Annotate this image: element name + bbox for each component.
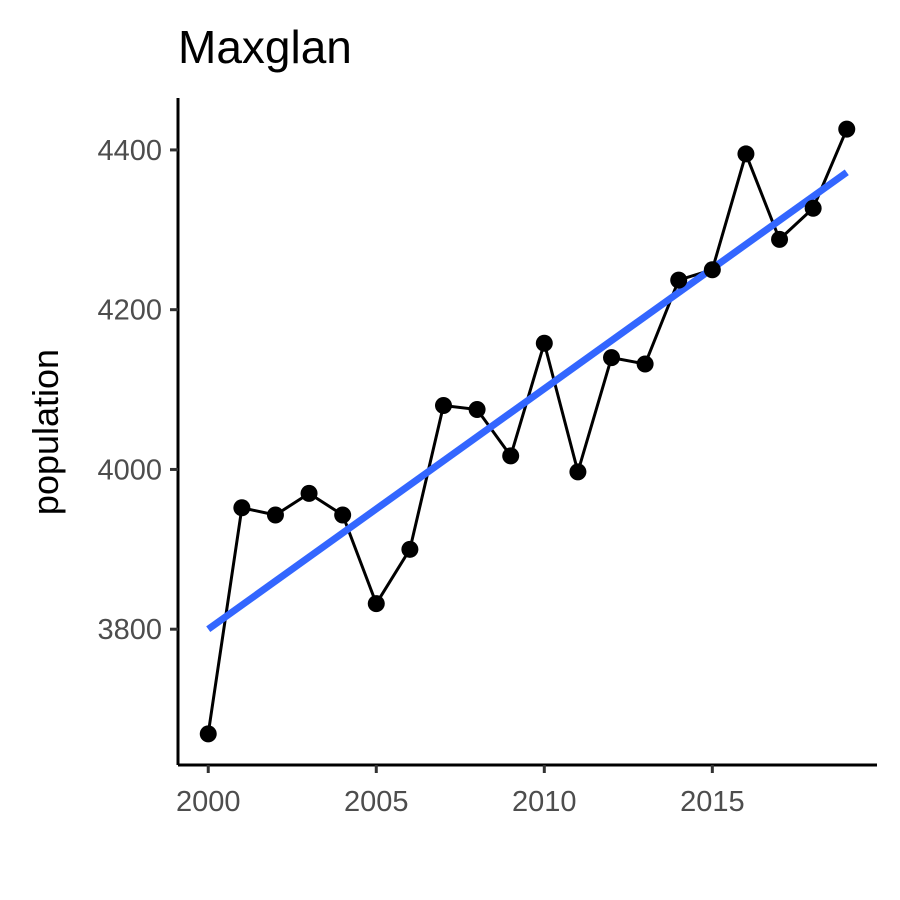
plot-area: 3800 4000 4200 4400 2000 2005 2010 2015 bbox=[97, 98, 877, 818]
population-line bbox=[206, 128, 849, 735]
data-point bbox=[804, 199, 822, 217]
data-point bbox=[434, 397, 452, 415]
x-tick-label: 2000 bbox=[176, 786, 241, 818]
data-point bbox=[569, 463, 587, 481]
data-point bbox=[636, 355, 654, 373]
x-tick-label: 2010 bbox=[512, 786, 577, 818]
y-axis-label: population bbox=[25, 349, 66, 515]
y-tick-label: 4400 bbox=[97, 135, 162, 167]
y-tick-label: 3800 bbox=[97, 614, 162, 646]
data-point bbox=[401, 540, 419, 558]
data-point bbox=[233, 499, 251, 517]
x-tick-label: 2005 bbox=[344, 786, 409, 818]
data-point bbox=[367, 595, 385, 613]
data-point bbox=[771, 230, 789, 248]
data-point bbox=[703, 261, 721, 279]
trend-line bbox=[206, 169, 849, 633]
data-point bbox=[300, 484, 318, 502]
chart-title: Maxglan bbox=[178, 21, 352, 73]
data-point bbox=[838, 120, 856, 138]
data-point bbox=[603, 349, 621, 367]
data-point bbox=[502, 447, 520, 465]
data-point bbox=[266, 506, 284, 524]
data-point bbox=[334, 506, 352, 524]
data-point bbox=[737, 145, 755, 163]
data-point bbox=[670, 271, 688, 289]
y-tick-label: 4200 bbox=[97, 295, 162, 327]
y-tick-label: 4000 bbox=[97, 454, 162, 486]
data-point bbox=[468, 401, 486, 419]
data-point bbox=[535, 334, 553, 352]
x-tick-label: 2015 bbox=[680, 786, 745, 818]
data-point bbox=[199, 725, 217, 743]
